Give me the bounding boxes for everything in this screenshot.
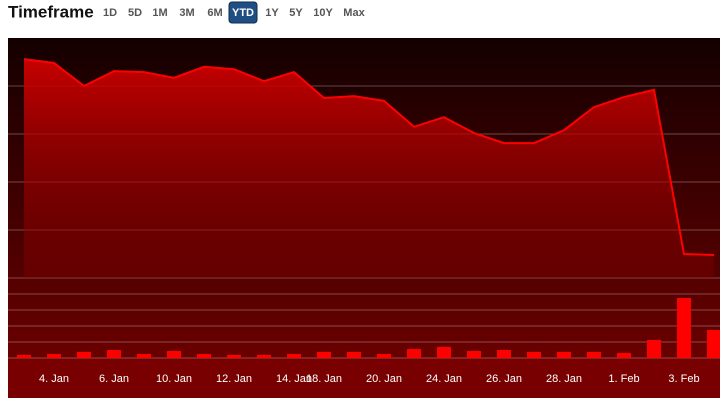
x-tick-label: 4. Jan xyxy=(39,373,69,385)
volume-bar xyxy=(137,354,151,358)
button-label: 5D xyxy=(128,7,142,19)
button-label: 5Y xyxy=(289,7,303,19)
volume-bar xyxy=(47,354,61,358)
button-label: 3M xyxy=(179,7,194,19)
button-label: 1D xyxy=(103,7,117,19)
x-tick-label: 14. Jan xyxy=(276,373,312,385)
x-tick-label: 12. Jan xyxy=(216,373,252,385)
x-tick-label: 26. Jan xyxy=(486,373,522,385)
price-line xyxy=(23,58,715,256)
x-tick-label: 10. Jan xyxy=(156,373,192,385)
button-label: 1Y xyxy=(265,7,279,19)
volume-bar xyxy=(647,339,661,358)
timeframe-button[interactable]: 5D xyxy=(128,7,142,19)
timeframe-button[interactable]: 3M xyxy=(179,7,194,19)
volume-bar xyxy=(557,351,571,358)
button-label: 1M xyxy=(152,7,167,19)
timeframe-button[interactable]: 1Y xyxy=(265,7,279,19)
x-tick-label: 6. Jan xyxy=(99,373,129,385)
timeframe-button[interactable]: 5Y xyxy=(289,7,303,19)
volume-bar xyxy=(17,354,31,358)
timeframe-button[interactable]: YTD xyxy=(228,1,258,24)
timeframe-button[interactable]: 1D xyxy=(103,7,117,19)
volume-bar xyxy=(617,353,631,358)
volume-bar xyxy=(77,351,91,358)
button-highlight xyxy=(228,1,258,24)
volume-bar xyxy=(347,351,361,358)
button-label: 6M xyxy=(207,7,222,19)
x-axis-band xyxy=(8,358,720,398)
x-tick-label: 24. Jan xyxy=(426,373,462,385)
volume-bar xyxy=(287,354,301,358)
volume-bar xyxy=(497,350,511,358)
volume-bar xyxy=(227,354,241,358)
volume-bar xyxy=(437,346,451,358)
x-tick-label: 1. Feb xyxy=(608,373,639,385)
volume-bar xyxy=(467,350,481,358)
x-tick-label: 28. Jan xyxy=(546,373,582,385)
timeframe-button[interactable]: Max xyxy=(343,7,365,19)
timeframe-buttons: 1D 5D 1M 3M 6M YTD 1Y 5Y 10Y Max xyxy=(103,1,366,24)
timeframe-button[interactable]: 1M xyxy=(152,7,167,19)
button-label: Max xyxy=(343,7,365,19)
button-label: 10Y xyxy=(313,7,333,19)
volume-bar xyxy=(197,354,211,358)
volume-bar xyxy=(167,350,181,358)
volume-bar xyxy=(377,354,391,358)
x-tick-label: 3. Feb xyxy=(668,373,699,385)
volume-bar xyxy=(407,349,421,358)
volume-bar xyxy=(527,351,541,358)
x-tick-label: 18. Jan xyxy=(306,373,342,385)
timeframe-button[interactable]: 6M xyxy=(207,7,222,19)
button-label: YTD xyxy=(232,7,254,19)
title: Timeframe xyxy=(8,2,94,21)
volume-bar xyxy=(107,350,121,358)
volume-bar xyxy=(257,354,271,358)
price-area xyxy=(24,59,714,279)
volume-bar xyxy=(677,298,691,358)
volume-bar xyxy=(587,351,601,358)
x-tick-label: 20. Jan xyxy=(366,373,402,385)
volume-bar xyxy=(707,330,720,358)
timeframe-button[interactable]: 10Y xyxy=(313,7,333,19)
volume-bar xyxy=(317,351,331,358)
